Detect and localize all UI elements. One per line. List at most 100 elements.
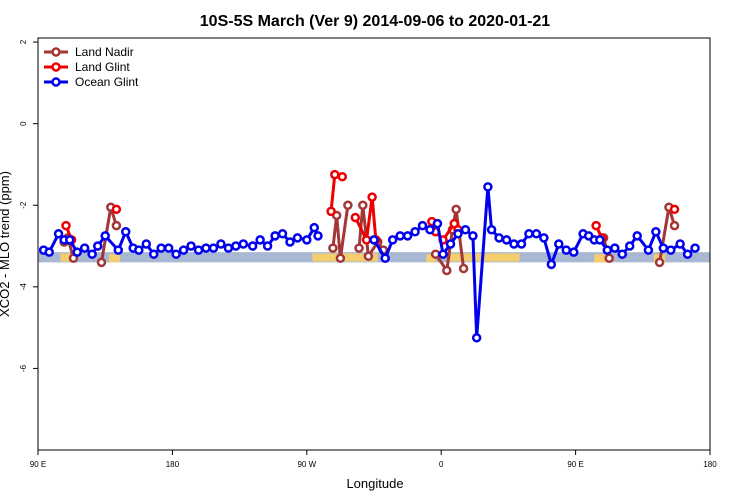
ocean-glint-point-0-24 — [216, 239, 226, 249]
land-glint-point-2-1 — [330, 169, 340, 180]
ocean-glint-point-1-34 — [617, 249, 628, 259]
x-tick-label-5: 180 — [703, 460, 717, 469]
ocean-glint-point-1-10 — [445, 239, 456, 249]
legend-marker-land-nadir — [51, 47, 61, 57]
ocean-glint-point-1-20 — [516, 239, 527, 249]
land-nadir-point-2-3 — [343, 200, 353, 210]
ocean-glint-point-1-22 — [531, 229, 542, 239]
land-glint-point-1-0 — [111, 204, 122, 215]
ocean-glint-point-1-6 — [417, 220, 428, 231]
ocean-glint-point-1-15 — [483, 182, 493, 192]
ocean-glint-point-0-6 — [79, 243, 90, 253]
y-tick-label-3: -4 — [19, 283, 28, 291]
y-tick-label-0: 2 — [19, 39, 28, 44]
ocean-glint-point-0-34 — [292, 233, 303, 243]
land-nadir-line-2 — [331, 205, 350, 260]
ocean-glint-point-1-14 — [471, 333, 482, 343]
y-tick-label-1: 0 — [19, 121, 28, 126]
x-tick-label-2: 90 W — [297, 460, 316, 469]
land-glint-point-3-1 — [361, 235, 372, 245]
plot-area — [38, 169, 710, 343]
ocean-glint-point-0-26 — [231, 241, 241, 251]
ocean-glint-point-0-13 — [134, 245, 144, 255]
ocean-glint-point-0-23 — [208, 243, 219, 253]
land-nadir-point-4-4 — [458, 263, 469, 274]
ocean-glint-point-1-5 — [410, 227, 420, 237]
ocean-glint-point-0-21 — [193, 245, 204, 255]
x-tick-label-4: 90 E — [567, 460, 583, 469]
ocean-glint-point-1-12 — [460, 224, 471, 235]
ocean-glint-point-0-7 — [87, 249, 97, 259]
ocean-glint-point-1-36 — [632, 231, 642, 241]
ocean-glint-point-1-41 — [675, 239, 685, 249]
ocean-glint-point-0-30 — [262, 241, 273, 251]
land-glint-point-0-0 — [61, 220, 71, 231]
ocean-glint-point-1-19 — [509, 239, 519, 249]
ocean-glint-point-0-32 — [277, 229, 288, 239]
ocean-glint-point-0-27 — [238, 239, 249, 249]
legend-label-land-glint: Land Glint — [75, 60, 130, 74]
plot-frame — [37, 37, 711, 451]
legend-marker-ocean-glint — [51, 77, 61, 87]
ocean-glint-point-1-4 — [402, 231, 413, 241]
legend-label-land-nadir: Land Nadir — [75, 45, 134, 59]
land-nadir-point-4-3 — [451, 204, 461, 215]
land-segment-3 — [426, 254, 436, 263]
ocean-glint-point-1-39 — [658, 243, 669, 253]
ocean-glint-point-1-9 — [438, 249, 448, 259]
ocean-glint-point-0-22 — [201, 243, 211, 253]
land-glint-point-5-0 — [591, 220, 601, 231]
ocean-glint-point-0-10 — [113, 245, 124, 255]
ocean-glint-point-0-16 — [156, 243, 166, 253]
ocean-glint-point-0-14 — [141, 239, 152, 249]
land-nadir-point-3-2 — [363, 251, 374, 261]
legend-marker-land-glint — [51, 62, 61, 72]
ocean-glint-point-0-35 — [302, 235, 312, 245]
ocean-glint-point-0-37 — [313, 231, 323, 241]
x-axis-label: Longitude — [346, 476, 403, 491]
ocean-glint-point-1-3 — [395, 231, 405, 241]
ocean-glint-point-1-11 — [453, 229, 463, 239]
y-axis-label: XCO2 - MLO trend (ppm) — [0, 171, 12, 317]
ocean-glint-point-0-17 — [163, 243, 174, 253]
land-nadir-point-4-0 — [430, 249, 441, 259]
ocean-glint-point-1-24 — [546, 259, 557, 270]
land-nadir-point-5-1 — [604, 253, 614, 264]
ocean-glint-point-0-20 — [186, 241, 196, 251]
land-nadir-point-4-1 — [442, 265, 452, 276]
land-nadir-point-6-2 — [669, 220, 680, 231]
y-tick-label-4: -6 — [19, 364, 28, 372]
legend-label-ocean-glint: Ocean Glint — [75, 75, 139, 89]
ocean-glint-point-1-1 — [380, 253, 390, 264]
ocean-glint-point-0-29 — [255, 235, 265, 245]
ocean-glint-point-1-42 — [682, 249, 693, 259]
ocean-glint-point-1-21 — [524, 229, 534, 239]
ocean-glint-point-1-33 — [610, 243, 620, 253]
land-nadir-point-1-0 — [96, 257, 107, 268]
ocean-glint-point-1-43 — [690, 243, 700, 253]
ocean-glint-point-0-9 — [100, 231, 110, 241]
land-glint-point-2-0 — [326, 206, 336, 217]
ocean-glint-point-1-16 — [486, 224, 497, 235]
ocean-glint-point-0-25 — [223, 243, 234, 253]
land-nadir-point-1-2 — [111, 220, 122, 231]
ocean-glint-point-0-2 — [53, 229, 64, 239]
ocean-glint-point-1-0 — [369, 235, 379, 245]
ocean-glint-point-1-37 — [643, 245, 654, 255]
ocean-glint-point-0-28 — [247, 241, 258, 251]
ocean-glint-point-1-32 — [602, 245, 613, 255]
land-nadir-point-6-0 — [654, 257, 665, 268]
ocean-glint-point-1-17 — [494, 233, 504, 243]
ocean-glint-point-0-5 — [72, 247, 82, 257]
ocean-glint-point-0-33 — [285, 237, 295, 247]
ocean-glint-point-0-18 — [171, 249, 181, 259]
ocean-glint-point-1-8 — [432, 218, 443, 229]
ocean-glint-point-1-23 — [539, 233, 549, 243]
x-tick-label-0: 90 E — [30, 460, 46, 469]
ocean-glint-point-0-11 — [120, 227, 131, 237]
land-nadir-point-2-2 — [335, 253, 346, 264]
y-tick-label-2: -2 — [19, 201, 28, 209]
ocean-glint-point-0-15 — [148, 249, 159, 259]
ocean-glint-point-1-40 — [666, 245, 676, 255]
